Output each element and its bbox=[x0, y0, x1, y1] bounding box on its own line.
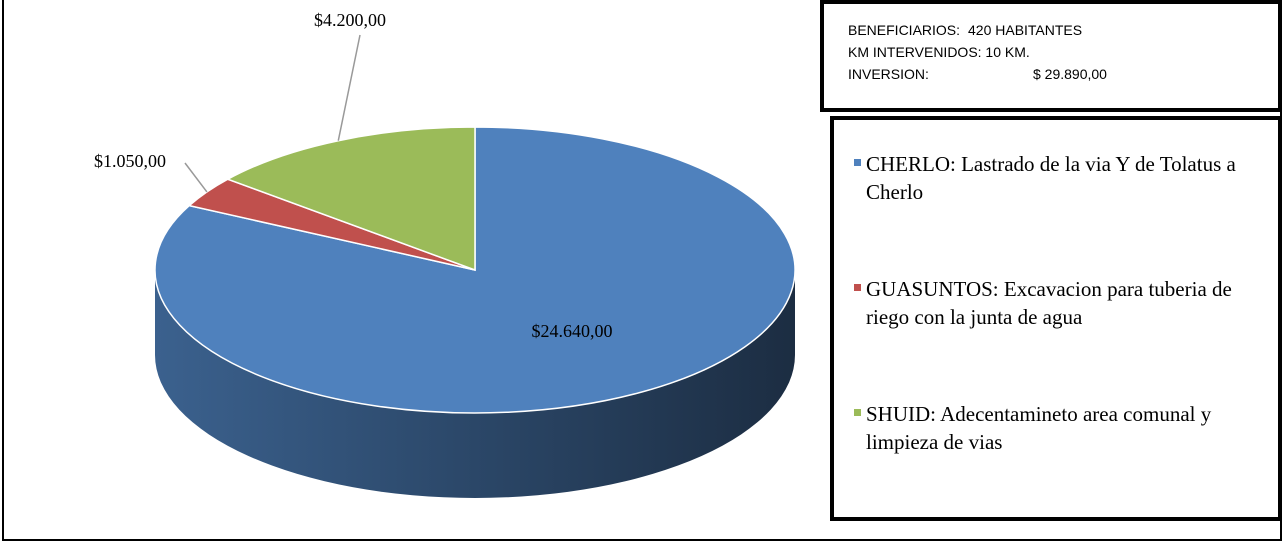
data-label: $1.050,00 bbox=[94, 151, 166, 171]
info-line: INVERSION: $ 29.890,00 bbox=[848, 66, 1278, 88]
info-line: BENEFICIARIOS: 420 HABITANTES bbox=[848, 22, 1278, 44]
legend-label: GUASUNTOS: Excavacion para tuberia de ri… bbox=[866, 277, 1232, 329]
leader-line bbox=[184, 162, 208, 193]
info-text: KM INTERVENIDOS: 10 KM. bbox=[848, 44, 1030, 60]
pie-side bbox=[155, 270, 795, 498]
pie-slice bbox=[225, 126, 476, 272]
legend-label: CHERLO: Lastrado de la via Y de Tolatus … bbox=[866, 152, 1236, 204]
legend: CHERLO: Lastrado de la via Y de Tolatus … bbox=[830, 116, 1282, 521]
legend-entry: GUASUNTOS: Excavacion para tuberia de ri… bbox=[854, 275, 1268, 331]
leader-line bbox=[337, 34, 361, 141]
info-text: 420 HABITANTES bbox=[968, 22, 1083, 38]
legend-swatch bbox=[854, 159, 861, 166]
legend-label: SHUID: Adecentamineto area comunal y lim… bbox=[866, 402, 1212, 454]
legend-entry: CHERLO: Lastrado de la via Y de Tolatus … bbox=[854, 150, 1268, 206]
data-label: $24.640,00 bbox=[532, 321, 613, 341]
info-text: INVERSION: bbox=[848, 66, 929, 82]
info-line: KM INTERVENIDOS: 10 KM. bbox=[848, 44, 1278, 66]
info-text: BENEFICIARIOS: bbox=[848, 22, 961, 38]
info-text: $ 29.890,00 bbox=[1033, 66, 1107, 82]
data-label: $4.200,00 bbox=[314, 10, 386, 30]
legend-swatch bbox=[854, 409, 861, 416]
legend-swatch bbox=[854, 284, 861, 291]
legend-entry: SHUID: Adecentamineto area comunal y lim… bbox=[854, 400, 1268, 456]
info-box: BENEFICIARIOS: 420 HABITANTES KM INTERVENI… bbox=[820, 0, 1282, 112]
